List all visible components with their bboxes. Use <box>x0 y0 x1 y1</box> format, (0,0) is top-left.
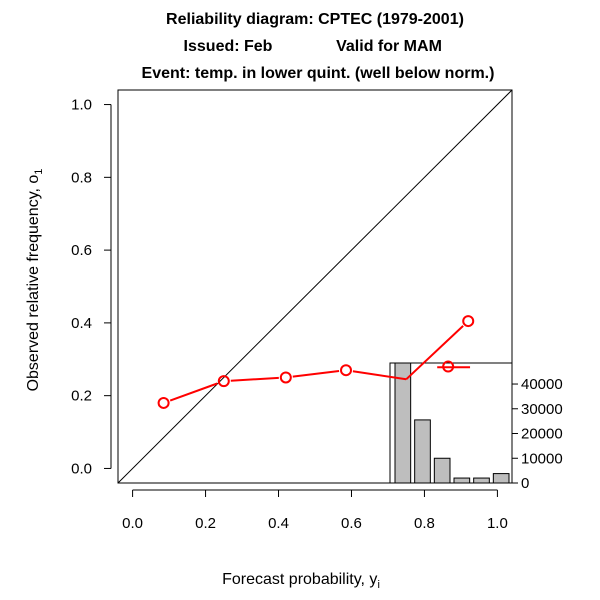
reliability-segment <box>230 376 279 382</box>
histogram-y-tick-label: 0 <box>521 475 529 492</box>
histogram-bars <box>394 362 510 484</box>
histogram-y-axis: 0 10000 20000 30000 40000 <box>511 376 563 492</box>
reliability-point <box>279 371 292 384</box>
histogram-bar <box>492 473 510 484</box>
histogram-y-tick-label: 40000 <box>521 376 563 393</box>
y-axis: 0.0 0.2 0.4 0.6 0.8 1.0 <box>71 97 112 477</box>
x-tick-label: 1.0 <box>487 515 508 532</box>
x-axis-label-subscript: i <box>377 579 379 591</box>
x-tick-label: 0.6 <box>341 515 362 532</box>
y-tick-label: 1.0 <box>71 97 92 114</box>
x-axis-label: Forecast probability, yi <box>222 571 380 591</box>
x-tick-label: 0.4 <box>268 515 289 532</box>
event-label: Event: temp. in lower quint. (well below… <box>142 65 495 82</box>
plot-frame <box>117 89 513 484</box>
chart-title: Reliability diagram: CPTEC (1979-2001) <box>166 11 464 28</box>
reliability-point <box>157 396 170 409</box>
reliability-series <box>157 315 475 409</box>
x-tick-label: 0.2 <box>195 515 216 532</box>
histogram-bar <box>433 457 451 484</box>
y-tick-label: 0.2 <box>71 388 92 405</box>
issued-label: Issued: Feb <box>184 38 273 55</box>
histogram-bar <box>394 362 412 484</box>
x-axis-label-text: Forecast probability, y <box>222 571 377 588</box>
histogram-bar <box>453 477 471 484</box>
reliability-point <box>340 364 353 377</box>
reliability-point <box>462 315 475 328</box>
x-tick-label: 0.8 <box>414 515 435 532</box>
reliability-point <box>217 375 230 388</box>
histogram-y-tick-label: 10000 <box>521 450 563 467</box>
histogram-bar <box>473 477 490 484</box>
y-tick-label: 0.8 <box>71 169 92 186</box>
reliability-segment <box>405 325 464 381</box>
y-axis-label-text: Observed relative frequency, o <box>25 175 42 392</box>
histogram-bar <box>414 419 431 484</box>
x-axis: 0.0 0.2 0.4 0.6 0.8 1.0 <box>122 489 508 532</box>
perfect-reliability-line <box>117 89 513 484</box>
histogram-y-tick-label: 30000 <box>521 401 563 418</box>
reliability-point <box>442 360 455 373</box>
x-tick-label: 0.0 <box>122 515 143 532</box>
y-tick-label: 0.6 <box>71 242 92 259</box>
reliability-segment <box>352 370 407 381</box>
y-tick-label: 0.0 <box>71 460 92 477</box>
reliability-segment <box>169 382 218 402</box>
valid-label: Valid for MAM <box>336 38 442 55</box>
histogram-y-tick-label: 20000 <box>521 426 563 443</box>
reliability-segment <box>292 370 340 378</box>
y-axis-label-subscript: 1 <box>33 169 45 175</box>
y-tick-label: 0.4 <box>71 315 92 332</box>
y-axis-label: Observed relative frequency, o1 <box>25 169 45 392</box>
